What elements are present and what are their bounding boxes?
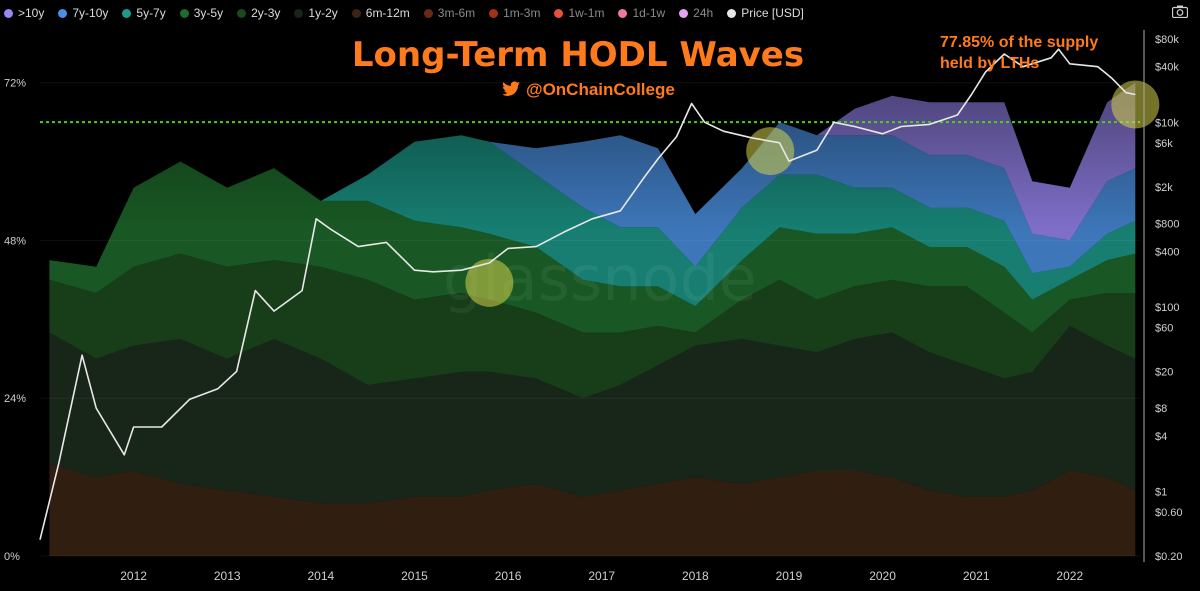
right-tick-label: $1 <box>1155 486 1167 498</box>
legend-item[interactable]: 24h <box>679 6 713 20</box>
twitter-icon <box>502 81 520 96</box>
legend-label: 1d-1w <box>632 6 666 20</box>
right-tick-label: $8 <box>1155 403 1167 415</box>
legend-item[interactable]: 3m-6m <box>423 6 476 20</box>
legend-swatch <box>554 8 564 18</box>
legend-item[interactable]: 2y-3y <box>237 6 280 20</box>
highlight-circle <box>465 258 514 307</box>
right-axis: $0.20 $0.60 $1 $4 $8 $20 $60 $100 $400 $800 $2k $6k… <box>1155 34 1183 563</box>
wave-area-6m-12m <box>49 463 1136 556</box>
legend-swatch <box>179 8 189 18</box>
left-axis: 0% 24% 48% 72% <box>4 78 26 563</box>
left-tick-label: 24% <box>4 393 26 405</box>
legend-label: 2y-3y <box>251 6 281 20</box>
highlight-circle <box>746 127 795 176</box>
x-tick-label: 2015 <box>401 569 428 583</box>
legend-label: 6m-12m <box>365 6 410 20</box>
legend-item[interactable]: 5y-7y <box>122 6 166 20</box>
legend-swatch <box>122 8 132 18</box>
legend-swatch <box>679 8 689 18</box>
x-tick-label: 2021 <box>963 569 990 583</box>
legend-swatch <box>489 8 499 18</box>
legend: >10y 7y-10y 5y-7y 3y-5y 2y-3y 1y-2y 6m-12m 3m-6… <box>0 0 1160 26</box>
legend-label: 7y-10y <box>72 6 109 20</box>
legend-swatch <box>727 8 737 18</box>
legend-swatch <box>351 8 361 18</box>
legend-swatch <box>618 8 628 18</box>
legend-label: 3y-5y <box>193 6 224 20</box>
x-tick-label: 2017 <box>588 569 615 583</box>
legend-swatch <box>294 8 304 18</box>
legend-item[interactable]: 6m-12m <box>351 6 410 20</box>
right-tick-label: $10k <box>1155 117 1179 129</box>
legend-label: 1m-3m <box>503 6 541 20</box>
legend-swatch <box>4 8 13 18</box>
chart-title: Long-Term HODL Waves <box>352 35 804 75</box>
right-tick-label: $4 <box>1155 431 1167 443</box>
right-tick-label: $400 <box>1155 246 1179 258</box>
legend-item[interactable]: 3y-5y <box>179 6 224 20</box>
highlight-circle <box>1111 80 1160 129</box>
legend-item[interactable]: 1d-1w <box>618 6 665 20</box>
right-tick-label: $2k <box>1155 182 1173 194</box>
right-tick-label: $60 <box>1155 322 1173 334</box>
legend-item[interactable]: >10y <box>4 6 44 20</box>
annotation-line-2: held by LTHs <box>940 55 1039 72</box>
x-tick-label: 2018 <box>682 569 709 583</box>
x-tick-label: 2016 <box>495 569 522 583</box>
right-tick-label: $6k <box>1155 138 1173 150</box>
legend-label: 24h <box>693 6 714 20</box>
left-tick-label: 0% <box>4 551 20 563</box>
x-tick-label: 2020 <box>869 569 896 583</box>
left-tick-label: 48% <box>4 235 26 247</box>
x-tick-label: 2019 <box>776 569 803 583</box>
right-tick-label: $80k <box>1155 34 1179 46</box>
camera-icon[interactable] <box>1172 5 1188 18</box>
wave-areas <box>40 30 1140 556</box>
x-tick-label: 2014 <box>307 569 334 583</box>
x-tick-label: 2013 <box>214 569 241 583</box>
top-fade <box>40 30 1140 230</box>
legend-swatch <box>423 8 433 18</box>
legend-swatch <box>237 8 247 18</box>
right-tick-label: $20 <box>1155 366 1173 378</box>
legend-item[interactable]: 1y-2y <box>294 6 338 20</box>
right-tick-label: $100 <box>1155 302 1179 314</box>
legend-item[interactable]: 1w-1m <box>554 6 604 20</box>
legend-label: Price [USD] <box>741 6 804 20</box>
legend-item[interactable]: 1m-3m <box>489 6 540 20</box>
wave-area-1y-2y <box>49 325 1136 504</box>
legend-label: >10y <box>18 6 45 20</box>
legend-label: 1w-1m <box>568 6 605 20</box>
legend-label: 1y-2y <box>308 6 338 20</box>
x-tick-label: 2012 <box>120 569 147 583</box>
annotation-line-1: 77.85% of the supply <box>940 34 1098 51</box>
left-tick-label: 72% <box>4 78 26 90</box>
x-tick-label: 2022 <box>1056 569 1083 583</box>
gridlines <box>40 82 1140 557</box>
legend-swatch <box>58 8 68 18</box>
legend-label: 5y-7y <box>136 6 166 20</box>
legend-item[interactable]: 7y-10y <box>58 6 108 20</box>
right-tick-label: $800 <box>1155 219 1179 231</box>
legend-label: 3m-6m <box>437 6 476 20</box>
twitter-handle: @OnChainCollege <box>526 80 675 99</box>
right-tick-label: $0.60 <box>1155 507 1183 519</box>
wave-area-2y-3y <box>49 253 1136 399</box>
right-tick-label: $0.20 <box>1155 551 1183 563</box>
right-tick-label: $40k <box>1155 62 1179 74</box>
legend-item[interactable]: Price [USD] <box>727 6 804 20</box>
x-axis: 2012 2013 2014 2015 2016 2017 2018 2019 2020 2021… <box>120 569 1083 583</box>
price-line <box>39 48 1136 540</box>
